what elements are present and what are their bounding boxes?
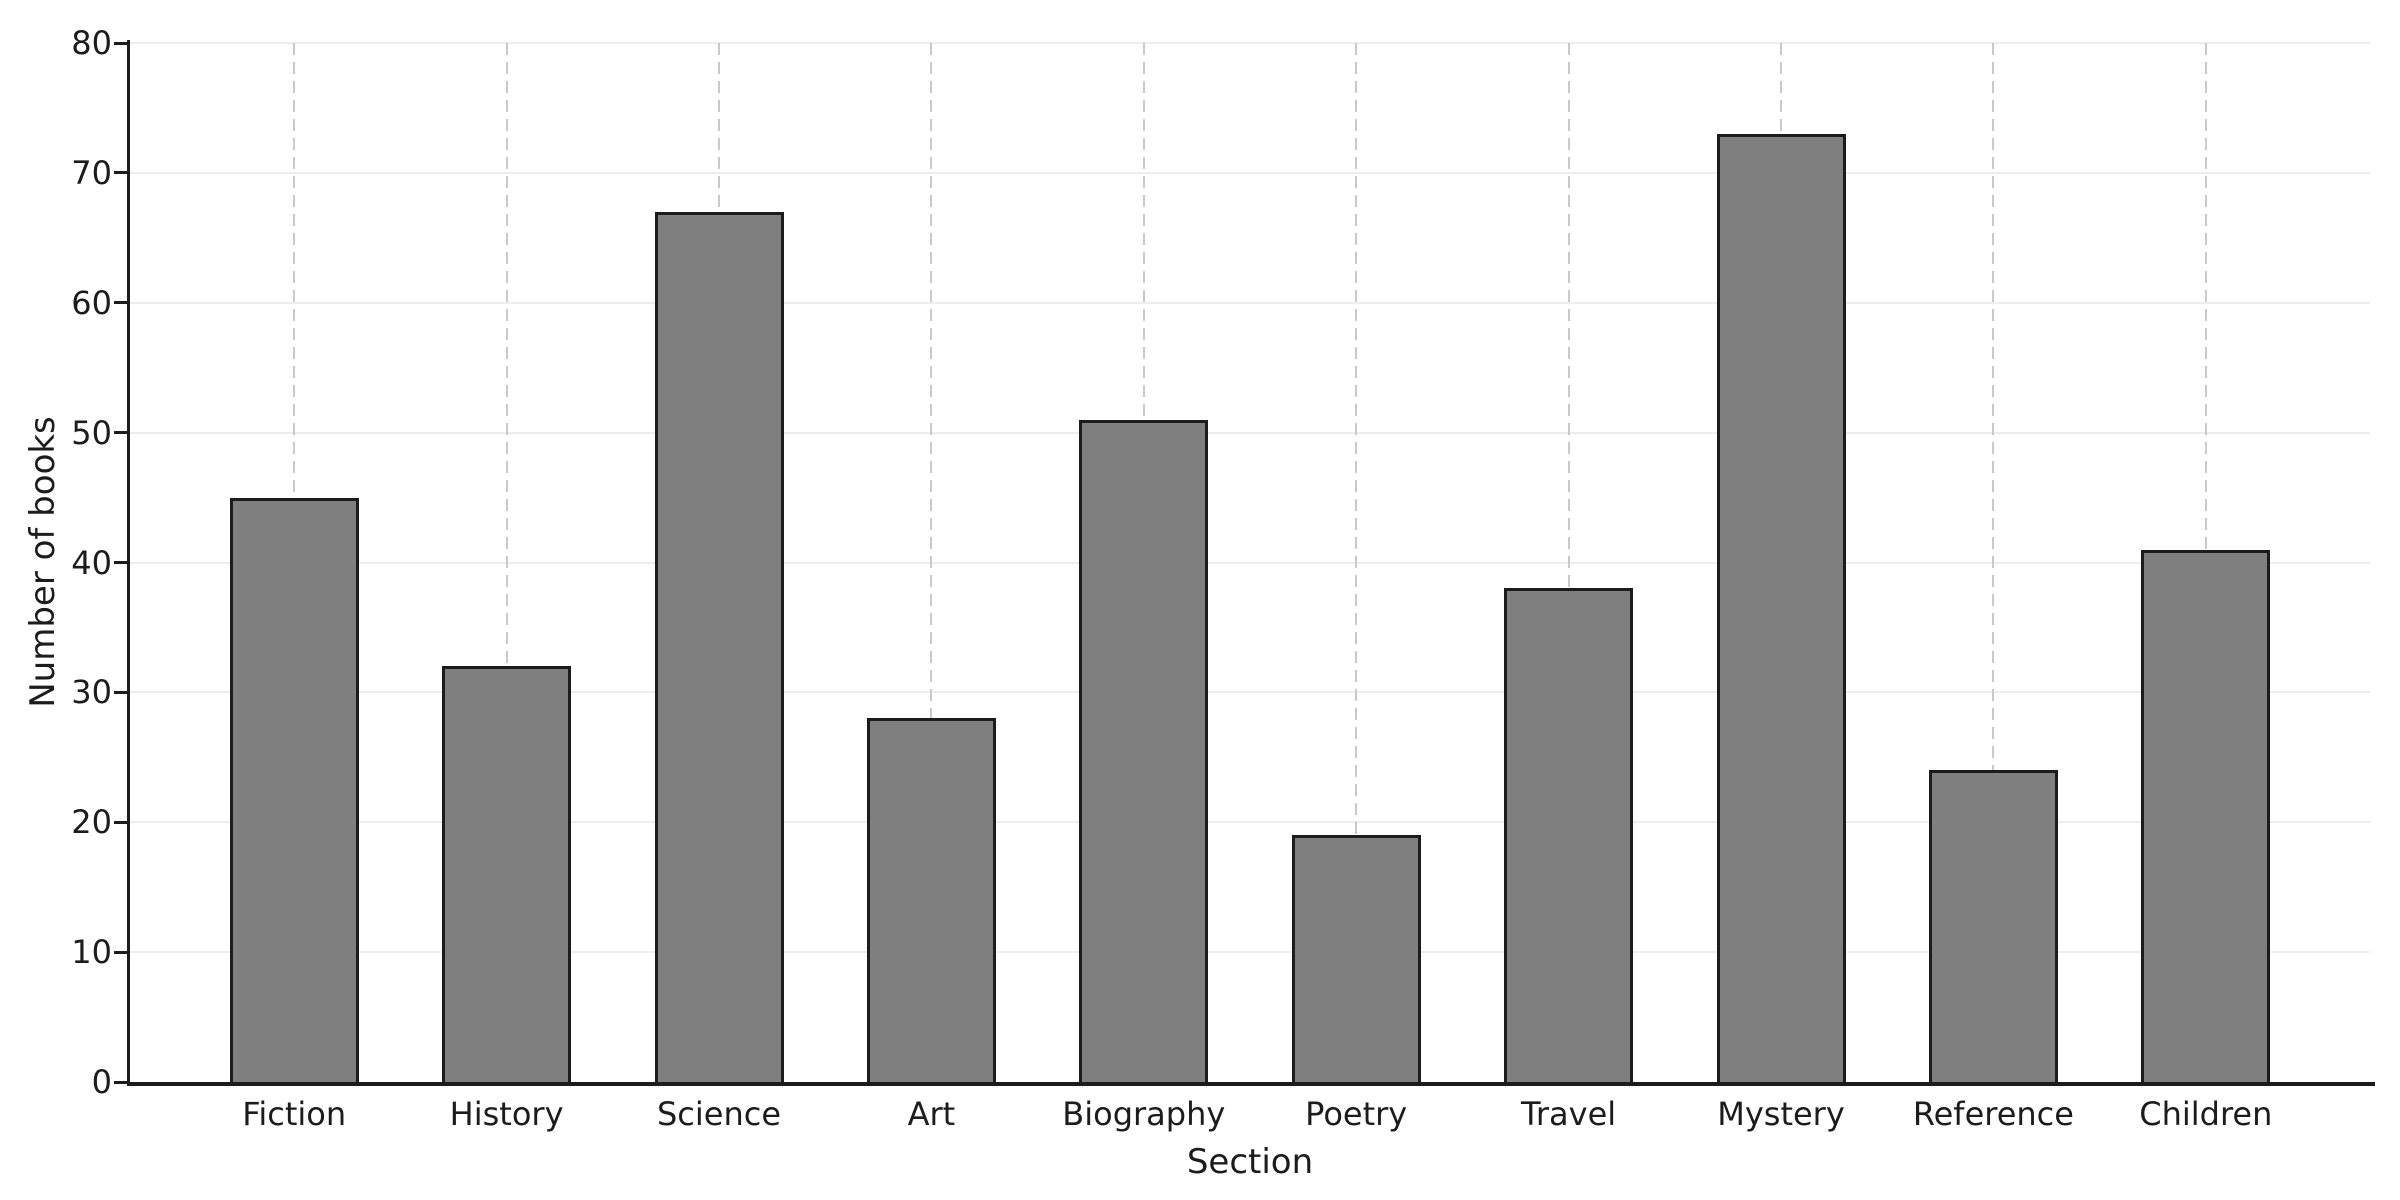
vertical-gridline-reference (1992, 43, 1995, 1082)
x-tick-label-fiction: Fiction (242, 1095, 347, 1133)
horizontal-gridline-20 (130, 821, 2370, 824)
x-tick-label-history: History (449, 1095, 564, 1133)
y-tick-label-30: 30 (71, 673, 112, 712)
bar-science (654, 211, 784, 1082)
bar-reference (1928, 770, 2058, 1082)
bar-fiction (229, 497, 359, 1082)
y-tick-70 (114, 171, 130, 175)
x-tick-label-art: Art (907, 1095, 956, 1133)
x-tick-label-poetry: Poetry (1305, 1095, 1408, 1133)
y-tick-0 (114, 1080, 130, 1084)
bar-history (442, 666, 572, 1082)
vertical-gridline-history (505, 43, 508, 1082)
y-tick-20 (114, 820, 130, 824)
vertical-gridline-travel (1567, 43, 1570, 1082)
y-tick-30 (114, 690, 130, 694)
x-tick-label-travel: Travel (1521, 1095, 1617, 1133)
horizontal-gridline-10 (130, 951, 2370, 954)
x-tick-label-children: Children (2139, 1095, 2273, 1133)
x-tick-label-mystery: Mystery (1717, 1095, 1845, 1133)
horizontal-gridline-60 (130, 301, 2370, 304)
y-tick-label-20: 20 (71, 803, 112, 842)
y-tick-label-80: 80 (71, 24, 112, 62)
horizontal-gridline-80 (130, 42, 2370, 44)
y-tick-label-40: 40 (71, 543, 112, 582)
bar-poetry (1291, 835, 1421, 1082)
y-tick-label-0: 0 (91, 1063, 112, 1101)
x-tick-label-science: Science (656, 1095, 782, 1133)
x-axis-title: Section (1186, 1142, 1314, 1182)
horizontal-gridline-50 (130, 431, 2370, 434)
y-tick-label-70: 70 (71, 153, 112, 192)
plot-area (130, 42, 2370, 1082)
horizontal-gridline-40 (130, 561, 2370, 564)
vertical-gridline-art (930, 43, 933, 1082)
vertical-gridline-poetry (1355, 43, 1358, 1082)
x-tick-label-biography: Biography (1062, 1095, 1226, 1133)
y-tick-80 (114, 41, 130, 45)
y-tick-label-60: 60 (71, 283, 112, 322)
x-axis-spine (127, 1082, 2375, 1086)
bar-biography (1079, 419, 1209, 1082)
horizontal-gridline-30 (130, 691, 2370, 694)
bar-mystery (1716, 133, 1846, 1082)
y-tick-60 (114, 301, 130, 305)
y-tick-40 (114, 561, 130, 564)
y-tick-50 (114, 431, 130, 435)
horizontal-gridline-70 (130, 171, 2370, 174)
y-tick-label-50: 50 (71, 413, 112, 452)
bar-travel (1504, 588, 1634, 1082)
bar-art (866, 718, 996, 1082)
x-tick-label-reference: Reference (1912, 1095, 2074, 1133)
y-tick-10 (114, 950, 130, 954)
bar-children (2141, 549, 2271, 1082)
y-tick-label-10: 10 (71, 933, 112, 972)
